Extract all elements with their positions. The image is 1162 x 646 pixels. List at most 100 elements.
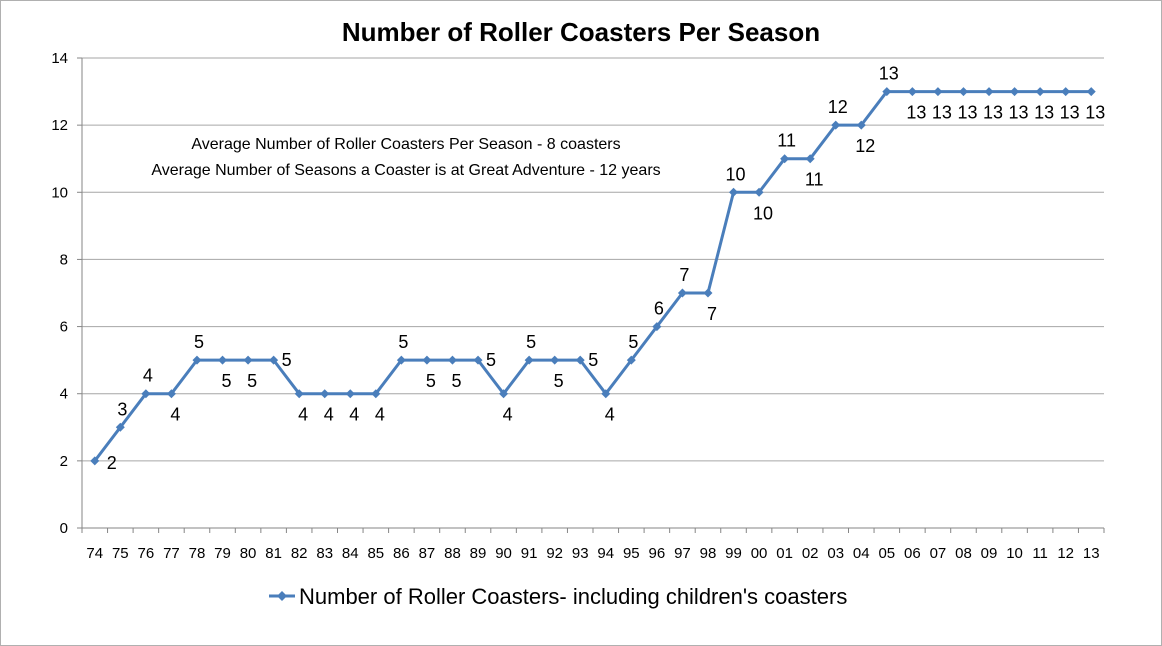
data-label: 10 [753, 203, 773, 223]
x-tick-label: 83 [316, 545, 333, 562]
data-point-marker [933, 87, 943, 97]
data-label: 5 [282, 350, 292, 370]
x-tick-label: 10 [1006, 545, 1023, 562]
data-point-marker [652, 322, 662, 332]
x-tick-label: 04 [853, 545, 870, 562]
data-label: 12 [855, 136, 875, 156]
legend-entry-label: Number of Roller Coasters- including chi… [299, 584, 847, 609]
data-label: 5 [426, 371, 436, 391]
x-tick-label: 84 [342, 545, 359, 562]
annotation-average-seasons: Average Number of Seasons a Coaster is a… [151, 162, 660, 179]
data-point-marker [626, 355, 636, 365]
x-tick-label: 86 [393, 545, 410, 562]
x-tick-label: 94 [597, 545, 614, 562]
data-label: 13 [879, 64, 899, 84]
data-point-marker [677, 288, 687, 298]
data-point-marker [447, 355, 457, 365]
x-tick-label: 13 [1083, 545, 1100, 562]
data-point-marker [371, 389, 381, 399]
y-tick-label: 10 [51, 184, 68, 201]
x-tick-label: 95 [623, 545, 640, 562]
data-label: 5 [451, 371, 461, 391]
data-label: 5 [588, 350, 598, 370]
data-label: 7 [679, 265, 689, 285]
data-label: 5 [398, 332, 408, 352]
data-point-marker [601, 389, 611, 399]
y-tick-label: 2 [60, 453, 68, 470]
data-label: 13 [1034, 103, 1054, 123]
x-tick-label: 96 [649, 545, 666, 562]
data-point-marker [473, 355, 483, 365]
data-point-marker [269, 355, 279, 365]
data-label: 13 [1009, 103, 1029, 123]
y-tick-label: 14 [51, 50, 68, 67]
data-point-marker [218, 355, 228, 365]
data-label: 2 [107, 453, 117, 473]
data-point-marker [1086, 87, 1096, 97]
x-tick-label: 06 [904, 545, 921, 562]
data-point-marker [1010, 87, 1020, 97]
y-tick-label: 0 [60, 520, 68, 537]
data-point-marker [831, 120, 841, 130]
data-point-marker [1035, 87, 1045, 97]
data-label: 11 [777, 131, 796, 151]
data-point-marker [115, 422, 125, 432]
x-tick-label: 09 [981, 545, 998, 562]
data-point-marker [90, 456, 100, 466]
data-point-marker [524, 355, 534, 365]
x-tick-label: 85 [367, 545, 384, 562]
data-point-marker [575, 355, 585, 365]
data-label: 13 [906, 103, 926, 123]
data-label: 13 [1060, 103, 1080, 123]
x-tick-label: 74 [86, 545, 103, 562]
x-tick-label: 93 [572, 545, 589, 562]
data-label: 4 [170, 405, 180, 425]
data-point-marker [780, 154, 790, 164]
data-point-marker [243, 355, 253, 365]
data-point-marker [958, 87, 968, 97]
data-point-marker [192, 355, 202, 365]
x-tick-label: 75 [112, 545, 129, 562]
data-point-marker [345, 389, 355, 399]
data-label: 5 [486, 350, 496, 370]
x-tick-label: 79 [214, 545, 231, 562]
y-tick-label: 8 [60, 251, 68, 268]
data-label: 10 [726, 164, 746, 184]
data-label: 13 [983, 103, 1003, 123]
data-label: 4 [605, 405, 615, 425]
data-point-marker [550, 355, 560, 365]
x-tick-label: 87 [419, 545, 436, 562]
x-tick-label: 05 [878, 545, 895, 562]
data-label: 4 [503, 405, 513, 425]
data-point-marker [1061, 87, 1071, 97]
x-tick-label: 00 [751, 545, 768, 562]
data-label: 4 [298, 405, 308, 425]
data-point-marker [703, 288, 713, 298]
x-tick-label: 98 [700, 545, 717, 562]
data-label: 4 [375, 405, 385, 425]
data-label: 13 [1085, 103, 1105, 123]
x-tick-label: 80 [240, 545, 257, 562]
data-label: 7 [707, 304, 717, 324]
x-tick-label: 78 [189, 545, 206, 562]
data-point-marker [499, 389, 509, 399]
data-point-marker [729, 187, 739, 197]
series-line [93, 90, 1092, 462]
annotations: Average Number of Roller Coasters Per Se… [151, 136, 660, 179]
x-tick-label: 11 [1032, 545, 1048, 562]
data-label: 5 [554, 371, 564, 391]
x-tick-label: 90 [495, 545, 512, 562]
x-tick-label: 91 [521, 545, 538, 562]
data-point-marker [856, 120, 866, 130]
x-tick-label: 88 [444, 545, 461, 562]
x-tick-label: 82 [291, 545, 308, 562]
chart-title: Number of Roller Coasters Per Season [342, 17, 820, 47]
x-tick-label: 89 [470, 545, 487, 562]
x-tick-label: 12 [1057, 545, 1074, 562]
data-point-marker [882, 87, 892, 97]
data-point-marker [754, 187, 764, 197]
data-label: 5 [194, 332, 204, 352]
gridlines [82, 57, 1104, 462]
